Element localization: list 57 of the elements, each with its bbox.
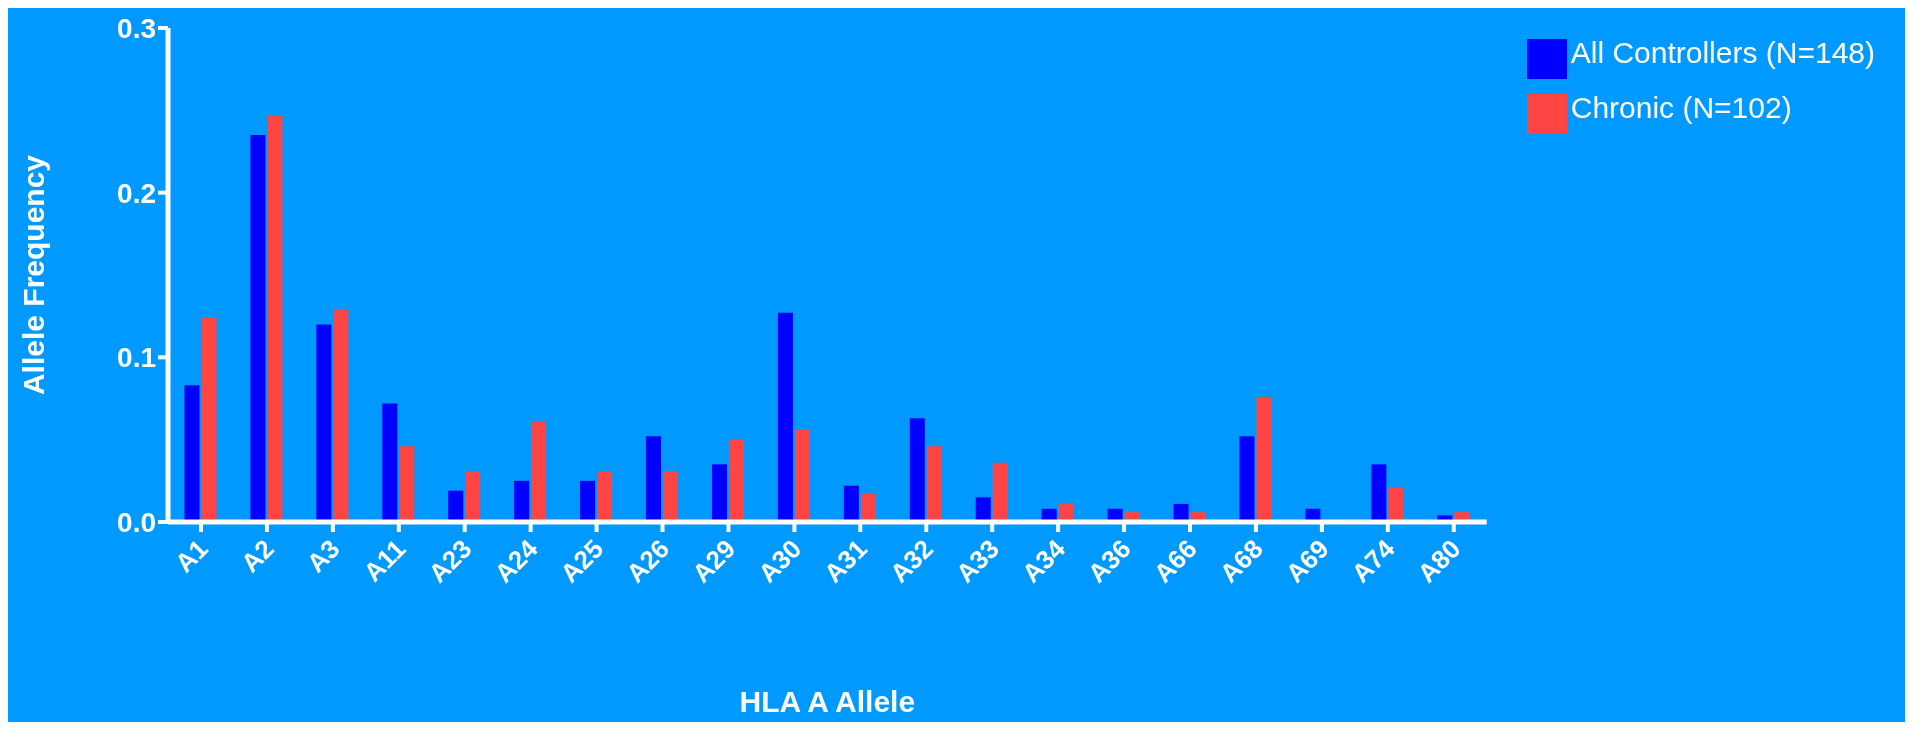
bar xyxy=(465,470,481,522)
bar xyxy=(777,312,793,522)
bar xyxy=(531,421,547,522)
x-tick-label: A23 xyxy=(422,533,478,589)
bar xyxy=(843,485,859,522)
y-tick-label: 0.3 xyxy=(117,12,156,44)
bar xyxy=(448,490,464,522)
x-tick-label: A80 xyxy=(1411,533,1467,589)
y-tick-label: 0.2 xyxy=(117,177,156,209)
y-tick-label: 0.0 xyxy=(117,506,156,538)
x-axis-title: HLA A Allele xyxy=(739,685,916,718)
x-tick-label: A11 xyxy=(357,533,412,588)
x-tick-label: A34 xyxy=(1015,533,1072,589)
x-tick-label: A36 xyxy=(1081,533,1137,589)
bar xyxy=(399,446,415,522)
legend-label: Chronic (N=102) xyxy=(1570,91,1792,124)
bar xyxy=(201,317,217,522)
bar xyxy=(1239,436,1255,522)
y-tick-label: 0.1 xyxy=(117,342,156,374)
x-tick-label: A24 xyxy=(488,533,544,589)
bar xyxy=(711,464,727,522)
bar xyxy=(992,462,1008,522)
x-tick-label: A32 xyxy=(884,533,939,589)
bar xyxy=(580,480,596,522)
bar xyxy=(909,418,925,522)
bar xyxy=(728,439,744,522)
x-tick-label: A74 xyxy=(1345,533,1401,589)
x-tick-label: A1 xyxy=(168,533,214,579)
bar xyxy=(975,497,991,522)
x-tick-label: A3 xyxy=(300,533,346,579)
bar xyxy=(860,494,876,522)
x-tick-label: A29 xyxy=(686,533,742,589)
bar xyxy=(514,480,530,522)
bar xyxy=(646,436,662,522)
x-tick-label: A68 xyxy=(1213,533,1269,589)
x-tick-label: A2 xyxy=(234,533,280,579)
bar xyxy=(1256,396,1272,522)
bar xyxy=(663,470,679,522)
bar xyxy=(333,309,349,522)
bar xyxy=(267,115,283,522)
legend-label: All Controllers (N=148) xyxy=(1570,36,1875,69)
bar xyxy=(382,403,398,522)
x-tick-label: A66 xyxy=(1147,533,1203,589)
bar xyxy=(1371,464,1387,522)
x-tick-label: A30 xyxy=(752,533,808,589)
x-tick-label: A69 xyxy=(1279,533,1335,589)
y-axis-title: Allele Frequency xyxy=(16,154,50,396)
bar xyxy=(597,470,613,522)
bar xyxy=(184,385,200,522)
bar xyxy=(794,429,810,522)
bar xyxy=(926,446,942,522)
x-tick-label: A33 xyxy=(949,533,1005,589)
x-tick-label: A31 xyxy=(818,533,874,589)
x-tick-label: A26 xyxy=(620,533,676,589)
bar xyxy=(316,324,332,522)
bar xyxy=(250,135,266,522)
bar xyxy=(1388,487,1404,522)
